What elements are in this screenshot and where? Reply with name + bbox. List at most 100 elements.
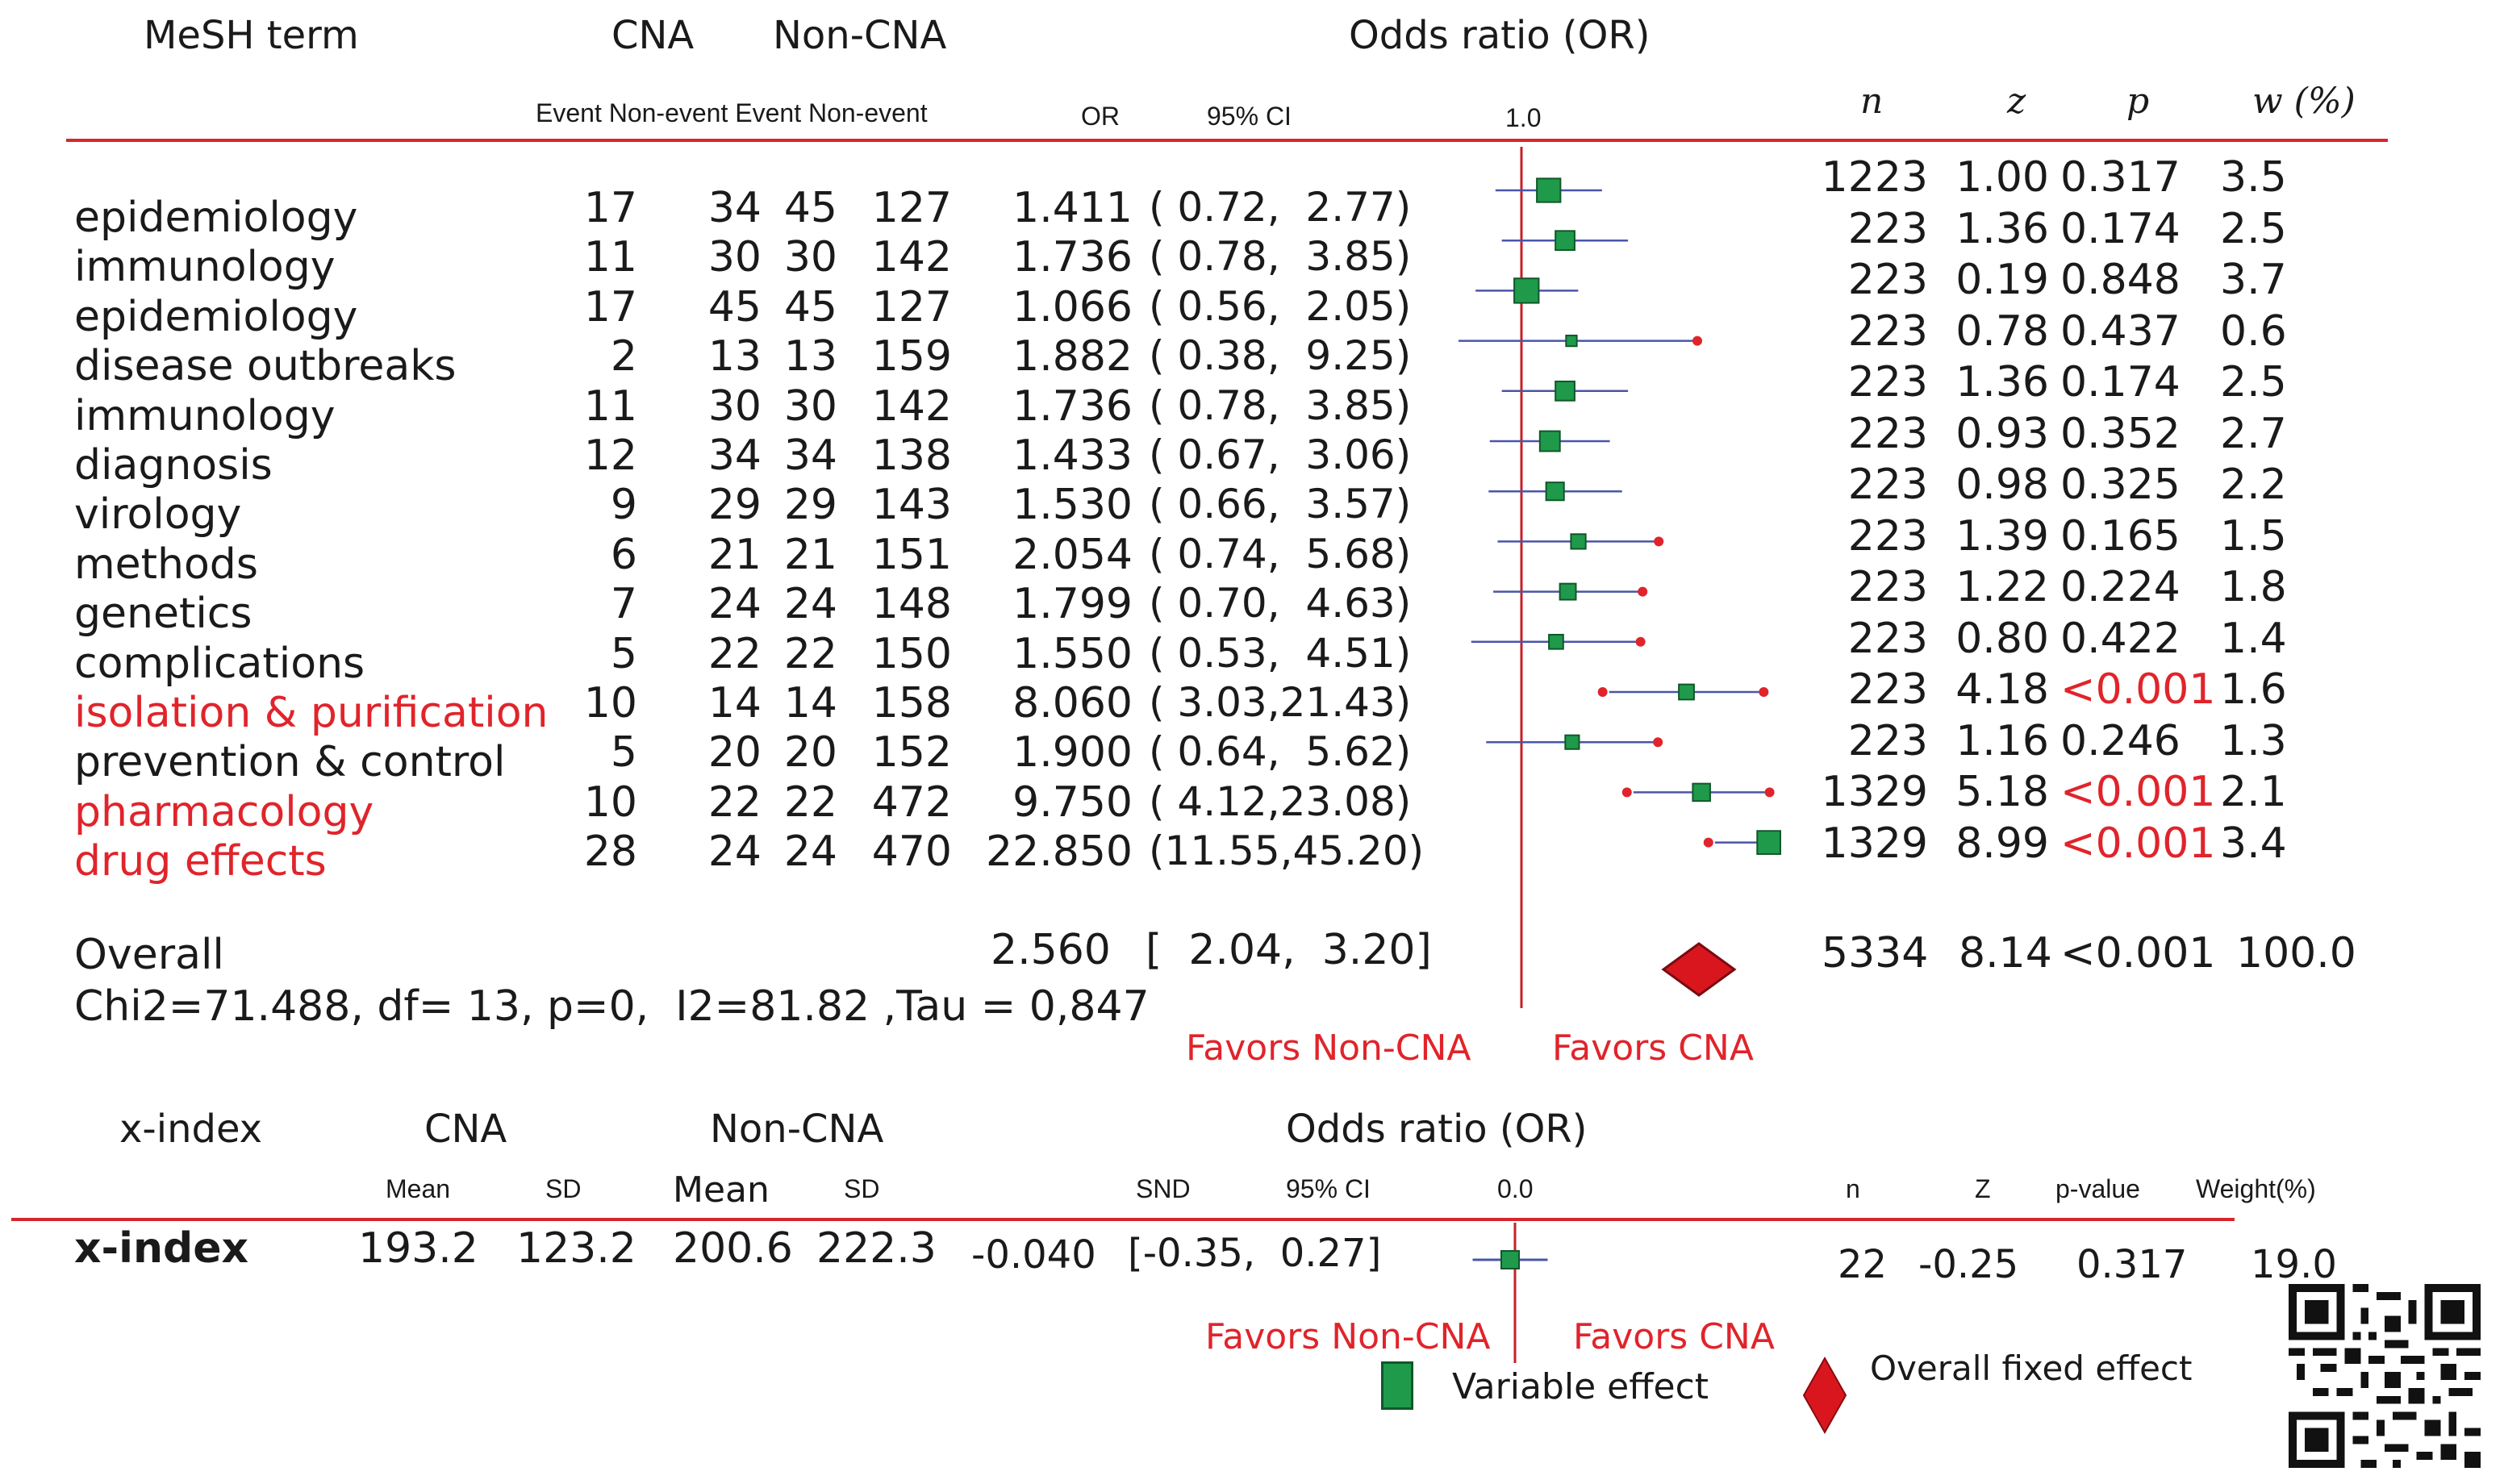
heterogeneity-stats: Chi2=71.488, df= 13, p=0, I2=81.82 ,Tau … (74, 982, 1150, 1031)
row-cna-event: 17 (583, 282, 637, 331)
effect-square-marker (1513, 277, 1540, 304)
effect-square-marker (1564, 734, 1580, 750)
ci-arrow-marker (1764, 787, 1775, 798)
row-cna-event: 2 (610, 332, 637, 381)
row-odds-ratio-value: 1.550 (1012, 629, 1133, 678)
row-z-score: 5.18 (1955, 768, 2049, 816)
xindex-cna-header: CNA (424, 1107, 507, 1152)
row-p-value: <0.001 (2060, 819, 2216, 868)
row-noncna-nonevent: 127 (871, 184, 952, 232)
row-p-value: 0.325 (2060, 461, 2181, 509)
xindex-sd2: 222.3 (816, 1224, 937, 1273)
ci-arrow-marker (1653, 737, 1663, 748)
row-mesh-term: immunology (74, 391, 336, 440)
xindex-n: 22 (1838, 1242, 1888, 1287)
xindex-snd-sub: SND (1136, 1174, 1191, 1203)
xindex-w: 19.0 (2251, 1242, 2337, 1287)
overall-w: 100.0 (2236, 929, 2356, 978)
row-confidence-interval: ( 0.64, 5.62) (1149, 728, 1412, 776)
row-z-score: 0.80 (1955, 614, 2049, 663)
row-z-score: 1.22 (1955, 563, 2049, 611)
effect-square-marker (1565, 334, 1578, 348)
xindex-z-sub: Z (1975, 1174, 1991, 1203)
row-odds-ratio-value: 1.882 (1012, 332, 1133, 381)
variable-effect-legend-label: Variable effect (1452, 1366, 1709, 1407)
row-weight-percent: 3.5 (2220, 153, 2287, 202)
mesh-term-header: MeSH term (144, 13, 359, 58)
row-sample-n: 223 (1847, 716, 1928, 765)
row-p-value: <0.001 (2060, 768, 2216, 816)
row-noncna-event: 45 (783, 184, 837, 232)
row-p-value: 0.422 (2060, 614, 2181, 663)
row-weight-percent: 1.6 (2220, 665, 2287, 714)
row-z-score: 1.00 (1955, 153, 2049, 202)
effect-square-marker (1555, 380, 1575, 402)
row-mesh-term: prevention & control (74, 738, 506, 787)
ci-arrow-marker (1692, 336, 1703, 346)
row-p-value: 0.317 (2060, 153, 2181, 202)
row-cna-nonevent: 34 (707, 431, 762, 480)
row-mesh-term: pharmacology (74, 787, 374, 836)
row-odds-ratio-value: 2.054 (1012, 530, 1133, 579)
row-cna-nonevent: 21 (707, 530, 762, 579)
ref-value: 1.0 (1505, 103, 1542, 132)
row-sample-n: 1223 (1821, 153, 1928, 202)
favors-cna-top: Favors CNA (1552, 1028, 1754, 1069)
overall-p: <0.001 (2060, 929, 2216, 978)
row-noncna-nonevent: 127 (871, 282, 952, 331)
row-noncna-event: 29 (783, 481, 837, 530)
cna-header: CNA (611, 13, 695, 58)
row-confidence-interval: ( 0.78, 3.85) (1149, 233, 1412, 281)
xindex-mean1-sub: Mean (386, 1174, 451, 1203)
row-weight-percent: 0.6 (2220, 306, 2287, 356)
row-cna-event: 28 (583, 827, 637, 877)
row-confidence-interval: ( 0.67, 3.06) (1149, 431, 1412, 478)
row-cna-event: 9 (610, 481, 637, 530)
ci-subheader: 95% CI (1207, 102, 1292, 131)
row-sample-n: 223 (1847, 409, 1928, 458)
row-z-score: 1.36 (1955, 204, 2049, 253)
row-z-score: 1.16 (1955, 716, 2049, 765)
row-noncna-nonevent: 151 (871, 530, 952, 579)
row-p-value: 0.165 (2060, 511, 2181, 561)
row-z-score: 0.98 (1955, 461, 2049, 509)
row-cna-nonevent: 24 (707, 580, 762, 629)
n-subheader: n (1860, 81, 1884, 122)
row-noncna-event: 20 (783, 728, 837, 777)
row-noncna-event: 30 (783, 381, 837, 431)
row-noncna-nonevent: 470 (871, 827, 952, 877)
overall-diamond-marker (1661, 942, 1737, 997)
event-subheader: Event Non-event Event Non-event (536, 98, 928, 127)
row-weight-percent: 3.7 (2220, 256, 2287, 304)
row-noncna-event: 14 (783, 679, 837, 727)
non-cna-header: Non-CNA (773, 13, 947, 58)
row-noncna-nonevent: 150 (871, 629, 952, 678)
row-confidence-interval: ( 0.74, 5.68) (1149, 530, 1412, 577)
effect-square-marker (1548, 633, 1564, 650)
row-cna-event: 5 (610, 728, 637, 777)
xindex-snd: -0.040 (971, 1232, 1096, 1278)
row-confidence-interval: ( 0.56, 2.05) (1149, 282, 1412, 330)
row-sample-n: 223 (1847, 204, 1928, 253)
row-cna-nonevent: 13 (707, 332, 762, 381)
xindex-p: 0.317 (2076, 1242, 2188, 1287)
row-sample-n: 223 (1847, 306, 1928, 356)
row-sample-n: 223 (1847, 461, 1928, 509)
row-noncna-event: 13 (783, 332, 837, 381)
row-confidence-interval: ( 0.66, 3.57) (1149, 481, 1412, 528)
xindex-mean2-sub: Mean (673, 1169, 770, 1211)
row-odds-ratio-value: 1.530 (1012, 481, 1133, 530)
ci-arrow-marker (1759, 687, 1769, 697)
row-cna-nonevent: 45 (707, 282, 762, 331)
overall-n: 5334 (1822, 929, 1929, 978)
row-odds-ratio-value: 1.433 (1012, 431, 1133, 480)
row-odds-ratio-value: 1.900 (1012, 728, 1133, 777)
row-noncna-nonevent: 138 (871, 431, 952, 480)
row-z-score: 0.19 (1955, 256, 2049, 304)
row-mesh-term: epidemiology (74, 292, 358, 341)
xindex-odds-ratio-header: Odds ratio (OR) (1286, 1107, 1588, 1152)
xindex-label-header: x-index (119, 1107, 263, 1152)
row-sample-n: 1329 (1821, 768, 1928, 816)
row-mesh-term: epidemiology (74, 194, 358, 242)
